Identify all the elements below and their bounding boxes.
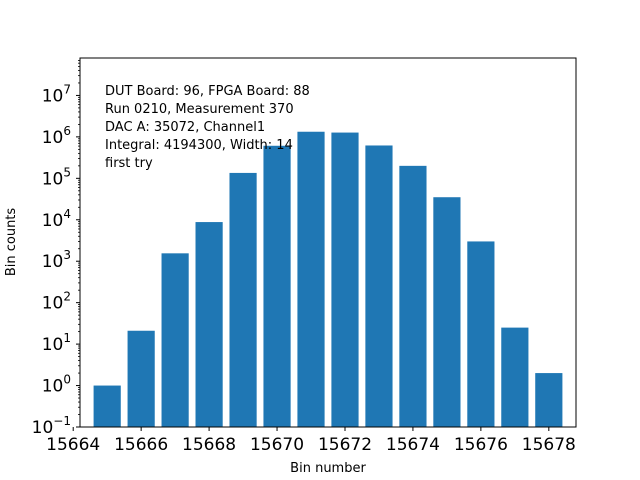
bar-15671 bbox=[297, 131, 325, 428]
bar-15673 bbox=[365, 145, 393, 428]
bar-15667 bbox=[161, 253, 189, 427]
bar-15677 bbox=[501, 327, 529, 427]
y-tick-label: 101 bbox=[42, 331, 71, 355]
annotation-line-integral: Integral: 4194300, Width: 14 bbox=[105, 138, 293, 153]
x-axis-ticks: 15664 15666 15668 15670 15672 15674 15676 15678 bbox=[46, 427, 576, 455]
annotation-line-run: Run 0210, Measurement 370 bbox=[105, 102, 294, 117]
x-tick-label: 15666 bbox=[114, 435, 168, 455]
x-tick-label: 15664 bbox=[46, 435, 100, 455]
info-annotation: DUT Board: 96, FPGA Board: 88 Run 0210, … bbox=[105, 84, 310, 171]
y-tick-label: 105 bbox=[42, 165, 71, 189]
x-axis-label: Bin number bbox=[290, 461, 366, 476]
x-tick-label: 15674 bbox=[386, 435, 440, 455]
bar-15675 bbox=[433, 197, 461, 427]
bar-series bbox=[93, 131, 563, 428]
bar-15665 bbox=[93, 385, 121, 427]
annotation-line-note: first try bbox=[105, 156, 153, 171]
bar-15668 bbox=[195, 222, 223, 427]
bar-15669 bbox=[229, 172, 257, 427]
bar-15676 bbox=[467, 241, 495, 427]
plot-frame bbox=[79, 57, 577, 428]
bar-15666 bbox=[127, 330, 155, 427]
x-tick-label: 15676 bbox=[454, 435, 508, 455]
x-tick-label: 15678 bbox=[522, 435, 576, 455]
bar-15678 bbox=[535, 373, 563, 427]
y-tick-label: 100 bbox=[42, 373, 71, 397]
x-tick-label: 15672 bbox=[318, 435, 372, 455]
x-tick-label: 15668 bbox=[182, 435, 236, 455]
bar-15670 bbox=[263, 145, 291, 427]
y-tick-label: 102 bbox=[42, 290, 71, 314]
y-axis-ticks: 10−1 100 101 102 103 104 105 106 107 bbox=[32, 82, 80, 438]
y-axis-label: Bin counts bbox=[4, 208, 19, 277]
y-tick-label: 106 bbox=[42, 124, 71, 148]
annotation-line-board: DUT Board: 96, FPGA Board: 88 bbox=[105, 84, 310, 99]
annotation-line-dac: DAC A: 35072, Channel1 bbox=[105, 120, 265, 135]
y-tick-label: 103 bbox=[42, 248, 71, 272]
y-tick-label: 104 bbox=[42, 207, 71, 231]
bar-15672 bbox=[331, 132, 359, 427]
y-tick-label: 107 bbox=[42, 82, 71, 106]
y-tick-label: 10−1 bbox=[32, 414, 71, 438]
bar-15674 bbox=[399, 165, 427, 427]
x-tick-label: 15670 bbox=[250, 435, 304, 455]
